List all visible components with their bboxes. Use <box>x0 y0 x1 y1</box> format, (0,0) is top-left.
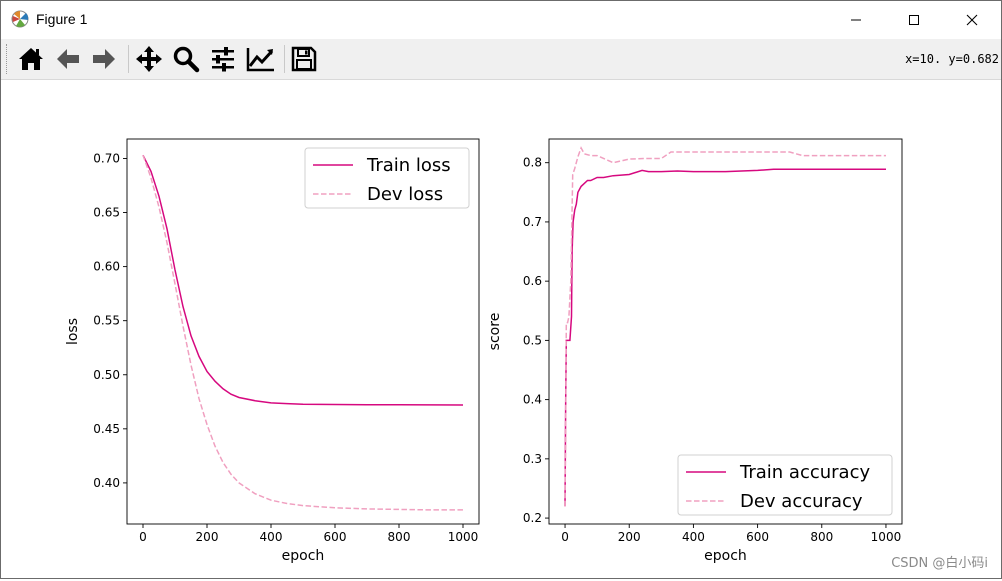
legend-label: Dev accuracy <box>740 491 863 512</box>
y-tick-label: 0.8 <box>523 156 542 170</box>
x-tick-label: 600 <box>324 530 347 544</box>
series-line-dev <box>142 154 463 511</box>
zoom-button[interactable] <box>170 43 202 75</box>
arrow-right-icon <box>93 49 115 69</box>
legend-label: Train accuracy <box>739 462 870 483</box>
maximize-icon <box>909 15 919 25</box>
x-axis-label: epoch <box>282 548 325 564</box>
legend: Train accuracy Dev accuracy <box>677 454 893 516</box>
x-tick-label: 0 <box>139 530 147 544</box>
y-tick-label: 0.60 <box>93 260 120 274</box>
back-button[interactable] <box>52 43 84 75</box>
x-tick-label: 200 <box>618 530 641 544</box>
navigation-toolbar: x=10. y=0.682 <box>1 39 1001 80</box>
minimize-icon <box>851 19 861 21</box>
y-tick-label: 0.7 <box>523 215 542 229</box>
subplots-button[interactable] <box>207 43 239 75</box>
x-tick-label: 800 <box>810 530 833 544</box>
y-tick-label: 0.6 <box>523 274 542 288</box>
sliders-icon <box>212 47 234 72</box>
toolbar-separator <box>128 45 129 73</box>
subplot-1: 0 200 400 600 800 1000 0.40 0.45 0.50 0.55 0.60 0.6… <box>65 138 480 564</box>
floppy-icon <box>291 46 317 72</box>
forward-button[interactable] <box>88 43 120 75</box>
x-tick-label: 0 <box>561 530 569 544</box>
y-tick-label: 0.5 <box>523 333 542 347</box>
line-chart-icon <box>246 48 274 72</box>
y-tick-label: 0.65 <box>93 206 120 220</box>
maximize-button[interactable] <box>885 1 943 39</box>
move-icon <box>136 46 162 72</box>
legend-frame <box>304 147 470 209</box>
x-tick-label: 800 <box>388 530 411 544</box>
y-tick-label: 0.70 <box>93 151 120 165</box>
y-tick-label: 0.55 <box>93 314 120 328</box>
x-tick-label: 400 <box>260 530 283 544</box>
toolbar-separator <box>284 45 285 73</box>
series-line-dev <box>564 146 886 507</box>
window-title: Figure 1 <box>36 11 88 27</box>
arrow-left-icon <box>57 49 79 69</box>
y-tick-label: 0.50 <box>93 368 120 382</box>
x-tick-label: 1000 <box>871 530 902 544</box>
axes-frame <box>548 138 903 525</box>
close-icon <box>966 14 978 26</box>
figure-svg: 0 200 400 600 800 10000.400.450.500.550.600.6… <box>65 138 903 564</box>
x-axis-label: epoch <box>704 548 747 564</box>
y-tick-label: 0.45 <box>93 422 120 436</box>
y-tick-label: 0.3 <box>523 452 542 466</box>
y-tick-label: 0.2 <box>523 511 542 525</box>
axes-frame <box>126 138 480 525</box>
watermark: CSDN @白小码i <box>891 556 988 571</box>
save-button[interactable] <box>288 43 320 75</box>
x-tick-label: 200 <box>196 530 219 544</box>
toolbar-grip[interactable] <box>6 44 10 74</box>
cursor-coordinates: x=10. y=0.682 <box>905 52 999 66</box>
legend-frame <box>677 454 893 516</box>
legend: Train loss Dev loss <box>304 147 470 209</box>
customize-button[interactable] <box>245 43 277 75</box>
figure-canvas[interactable]: 0 200 400 600 800 1000 0.40 0.45 0.50 0.55 0.60 0.6… <box>2 80 1000 577</box>
x-tick-label: 600 <box>746 530 769 544</box>
x-tick-label: 400 <box>682 530 705 544</box>
title-bar[interactable]: Figure 1 <box>1 1 1001 39</box>
x-tick-label: 1000 <box>448 530 479 544</box>
legend-label: Train loss <box>366 155 451 176</box>
legend-label: Dev loss <box>367 184 443 205</box>
series-line-train <box>142 154 464 406</box>
matplotlib-logo-icon <box>11 10 29 28</box>
subplot-2: 0 200 400 600 800 1000 0.2 0.3 0.4 0.5 0.6 0.7 0.8 ep… <box>487 138 903 564</box>
home-button[interactable] <box>15 43 47 75</box>
pan-button[interactable] <box>133 43 165 75</box>
close-button[interactable] <box>943 1 1001 39</box>
y-axis-label: score <box>487 313 503 351</box>
minimize-button[interactable] <box>827 1 885 39</box>
magnifier-icon <box>173 46 200 73</box>
y-axis-label: loss <box>65 318 81 345</box>
y-tick-label: 0.4 <box>523 393 542 407</box>
series-line-train <box>564 168 886 507</box>
home-icon <box>19 48 43 70</box>
y-tick-label: 0.40 <box>93 476 120 490</box>
